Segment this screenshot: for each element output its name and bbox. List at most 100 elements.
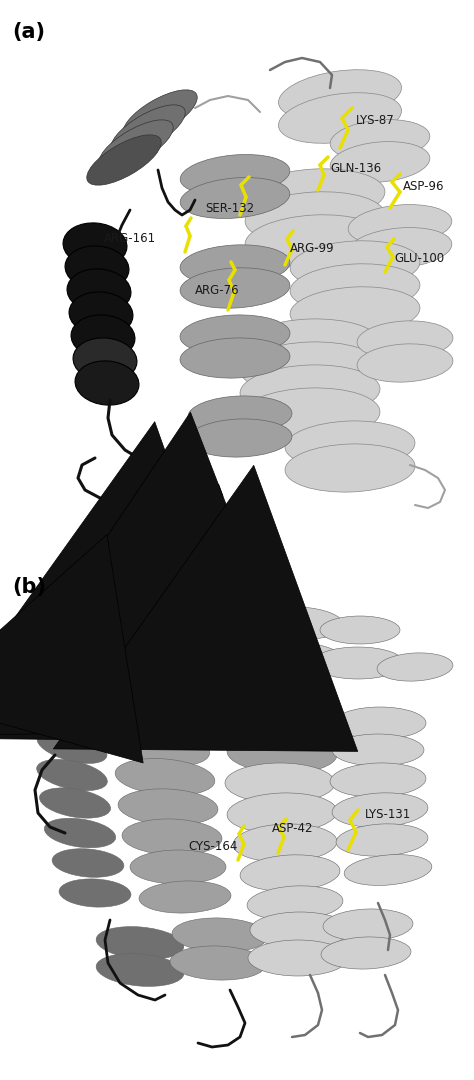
Ellipse shape	[233, 824, 337, 862]
Ellipse shape	[312, 647, 404, 679]
Ellipse shape	[230, 705, 340, 745]
Ellipse shape	[96, 954, 184, 986]
Ellipse shape	[240, 388, 380, 440]
Ellipse shape	[245, 215, 385, 267]
Ellipse shape	[330, 120, 430, 161]
Ellipse shape	[122, 819, 222, 855]
Ellipse shape	[245, 168, 385, 221]
Ellipse shape	[279, 70, 401, 120]
Ellipse shape	[71, 315, 135, 359]
Text: LYS-87: LYS-87	[356, 113, 395, 126]
Bar	[0, 555, 474, 1080]
Ellipse shape	[40, 703, 110, 737]
Ellipse shape	[170, 946, 266, 980]
Ellipse shape	[227, 733, 337, 773]
Ellipse shape	[99, 120, 173, 171]
Ellipse shape	[357, 321, 453, 360]
Ellipse shape	[290, 241, 420, 289]
Ellipse shape	[180, 268, 290, 308]
Ellipse shape	[37, 730, 107, 764]
Text: ARG-99: ARG-99	[290, 242, 335, 255]
Ellipse shape	[357, 343, 453, 382]
Ellipse shape	[247, 886, 343, 920]
Ellipse shape	[175, 645, 275, 681]
Ellipse shape	[330, 762, 426, 797]
Ellipse shape	[245, 192, 385, 244]
Ellipse shape	[332, 734, 424, 766]
Ellipse shape	[250, 912, 350, 948]
Ellipse shape	[70, 648, 140, 678]
Ellipse shape	[92, 605, 167, 635]
Ellipse shape	[180, 154, 290, 195]
Ellipse shape	[348, 228, 452, 269]
Ellipse shape	[44, 819, 116, 848]
Ellipse shape	[118, 642, 201, 673]
Text: ASP-42: ASP-42	[272, 823, 313, 836]
Ellipse shape	[73, 338, 137, 382]
Ellipse shape	[123, 90, 197, 140]
Ellipse shape	[348, 204, 452, 245]
Ellipse shape	[96, 927, 184, 959]
Ellipse shape	[240, 365, 380, 417]
Text: ARG-161: ARG-161	[104, 231, 156, 244]
Ellipse shape	[245, 642, 345, 678]
Ellipse shape	[290, 287, 420, 335]
Ellipse shape	[69, 292, 133, 336]
Ellipse shape	[290, 264, 420, 312]
Text: CYS-164: CYS-164	[188, 840, 237, 853]
Ellipse shape	[225, 762, 335, 804]
Ellipse shape	[330, 141, 430, 183]
Ellipse shape	[67, 269, 131, 313]
Ellipse shape	[36, 759, 107, 791]
Ellipse shape	[115, 758, 215, 796]
Ellipse shape	[39, 788, 110, 819]
Ellipse shape	[111, 105, 185, 156]
Ellipse shape	[256, 607, 344, 639]
Text: GLN-136: GLN-136	[330, 162, 381, 175]
Ellipse shape	[188, 396, 292, 434]
Ellipse shape	[139, 881, 231, 913]
Ellipse shape	[114, 728, 210, 766]
Ellipse shape	[188, 419, 292, 457]
Ellipse shape	[196, 610, 284, 644]
Text: (a): (a)	[12, 22, 45, 42]
Ellipse shape	[52, 849, 124, 877]
Ellipse shape	[65, 246, 129, 291]
Ellipse shape	[285, 444, 415, 492]
Ellipse shape	[118, 788, 218, 825]
Ellipse shape	[130, 850, 226, 885]
Ellipse shape	[321, 937, 411, 969]
Ellipse shape	[248, 940, 348, 976]
Ellipse shape	[285, 421, 415, 469]
Ellipse shape	[227, 793, 337, 833]
Ellipse shape	[332, 793, 428, 827]
Ellipse shape	[75, 361, 139, 405]
Ellipse shape	[118, 701, 213, 739]
Text: LYS-131: LYS-131	[365, 809, 411, 822]
Ellipse shape	[180, 338, 290, 378]
Ellipse shape	[336, 824, 428, 856]
Ellipse shape	[334, 707, 426, 739]
Ellipse shape	[59, 879, 131, 907]
Text: GLU-100: GLU-100	[394, 252, 444, 265]
Ellipse shape	[63, 222, 127, 267]
Ellipse shape	[377, 653, 453, 681]
Ellipse shape	[172, 918, 268, 953]
Ellipse shape	[180, 315, 290, 355]
Text: ARG-76: ARG-76	[195, 283, 240, 297]
Ellipse shape	[323, 909, 413, 941]
Ellipse shape	[87, 135, 161, 185]
Text: ASP-96: ASP-96	[403, 179, 445, 192]
Ellipse shape	[240, 342, 380, 394]
Text: (b): (b)	[12, 577, 46, 597]
Ellipse shape	[180, 245, 290, 285]
Ellipse shape	[240, 319, 380, 372]
Ellipse shape	[344, 854, 432, 886]
Ellipse shape	[320, 616, 400, 644]
Text: SER-132: SER-132	[205, 202, 254, 215]
Ellipse shape	[240, 855, 340, 891]
Bar	[0, 0, 474, 530]
Ellipse shape	[279, 93, 401, 144]
Ellipse shape	[137, 603, 213, 632]
Ellipse shape	[180, 177, 290, 218]
